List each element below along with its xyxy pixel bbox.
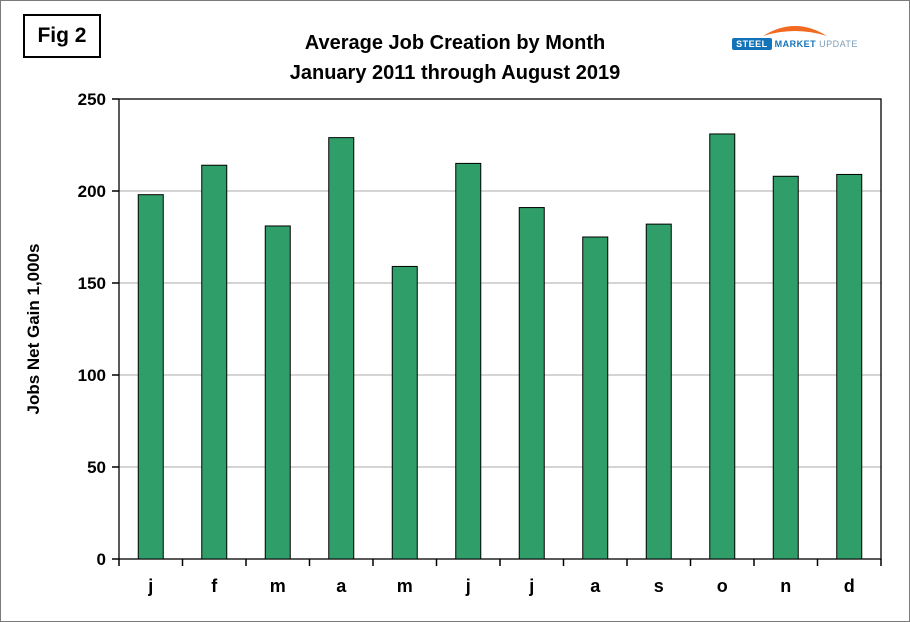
y-axis-title: Jobs Net Gain 1,000s <box>24 243 43 414</box>
steel-market-update-logo: STEEL MARKET UPDATE <box>729 23 861 50</box>
chart-title-block: Average Job Creation by Month January 20… <box>1 28 909 88</box>
x-category-label-9: o <box>717 576 728 596</box>
bar-5-j <box>455 162 482 560</box>
x-category-label-2: m <box>270 576 286 596</box>
x-category-label-7: a <box>590 576 601 596</box>
x-category-label-10: n <box>780 576 791 596</box>
logo-word-update: UPDATE <box>819 39 858 49</box>
plot-border <box>118 98 882 560</box>
x-category-label-4: m <box>397 576 413 596</box>
x-category-label-3: a <box>336 576 347 596</box>
chart-subtitle: January 2011 through August 2019 <box>289 62 621 84</box>
logo-swoosh-icon <box>763 26 827 36</box>
logo-word-market: MARKET <box>774 39 817 49</box>
figure-number-label: Fig 2 <box>23 14 101 58</box>
bar-1-f <box>201 164 228 560</box>
bar-10-n <box>772 175 799 560</box>
bar-7-a <box>582 236 609 560</box>
x-category-label-1: f <box>211 576 218 596</box>
x-category-label-11: d <box>844 576 855 596</box>
bar-2-m <box>264 225 291 560</box>
bar-9-o <box>709 133 736 560</box>
y-tick-label-150: 150 <box>78 274 106 293</box>
chart-title: Average Job Creation by Month <box>304 32 606 54</box>
bar-4-m <box>391 265 418 560</box>
bar-11-d <box>836 173 863 560</box>
y-tick-label-0: 0 <box>97 550 106 569</box>
y-tick-label-50: 50 <box>87 458 106 477</box>
x-category-label-6: j <box>528 576 534 596</box>
bar-8-s <box>645 223 672 560</box>
logo-word-steel: STEEL <box>732 38 772 50</box>
logo-text: STEEL MARKET UPDATE <box>732 38 858 50</box>
bar-0-j <box>137 194 164 560</box>
y-tick-label-200: 200 <box>78 182 106 201</box>
x-category-label-5: j <box>465 576 471 596</box>
x-category-label-8: s <box>654 576 664 596</box>
y-tick-label-250: 250 <box>78 90 106 109</box>
bar-3-a <box>328 137 355 560</box>
bar-6-j <box>518 207 545 560</box>
x-category-label-0: j <box>147 576 153 596</box>
y-tick-label-100: 100 <box>78 366 106 385</box>
